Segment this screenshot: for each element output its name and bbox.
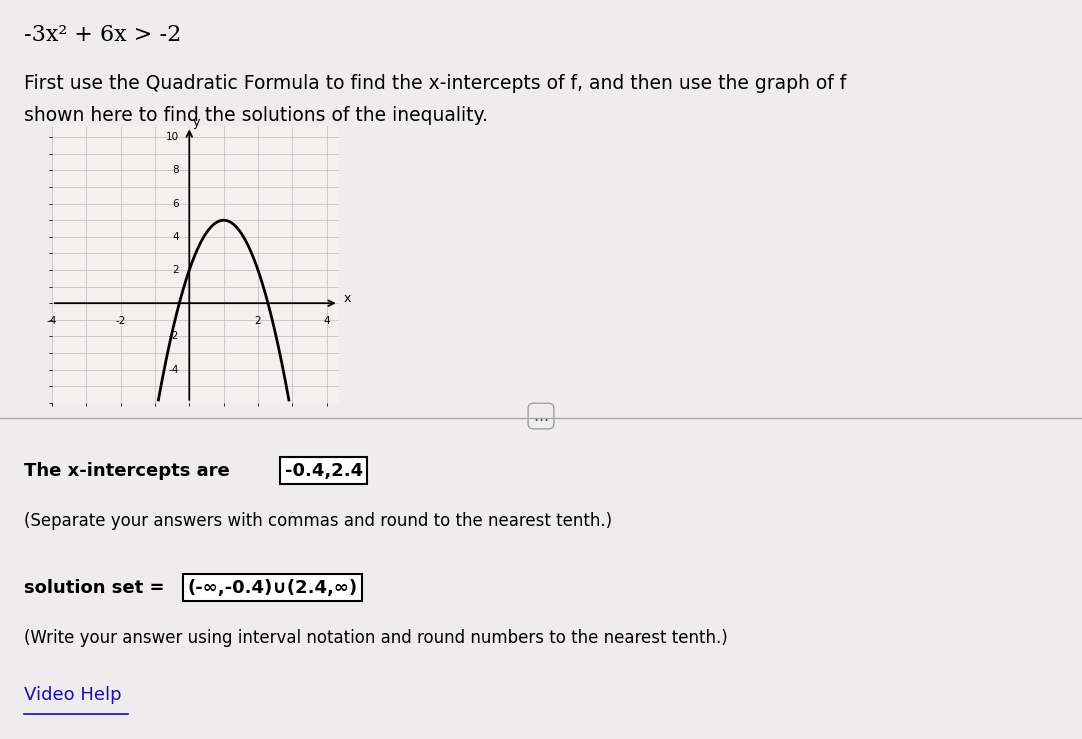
Text: 8: 8 bbox=[172, 166, 179, 175]
Text: -3x² + 6x > -2: -3x² + 6x > -2 bbox=[24, 24, 181, 46]
Text: (Write your answer using interval notation and round numbers to the nearest tent: (Write your answer using interval notati… bbox=[24, 629, 727, 647]
Text: 6: 6 bbox=[172, 199, 179, 208]
Text: 4: 4 bbox=[324, 316, 330, 327]
Text: -4: -4 bbox=[169, 364, 179, 375]
Text: 2: 2 bbox=[254, 316, 261, 327]
Text: x: x bbox=[344, 292, 352, 304]
Text: shown here to find the solutions of the inequality.: shown here to find the solutions of the … bbox=[24, 106, 488, 125]
Text: 2: 2 bbox=[172, 265, 179, 275]
Text: -2: -2 bbox=[116, 316, 126, 327]
Text: …: … bbox=[533, 409, 549, 423]
Text: -0.4,2.4: -0.4,2.4 bbox=[285, 462, 362, 480]
Text: The x-intercepts are: The x-intercepts are bbox=[24, 462, 236, 480]
Text: -2: -2 bbox=[169, 331, 179, 341]
Text: Video Help: Video Help bbox=[24, 686, 121, 704]
Text: (Separate your answers with commas and round to the nearest tenth.): (Separate your answers with commas and r… bbox=[24, 512, 612, 530]
Text: 10: 10 bbox=[166, 132, 179, 142]
Text: 4: 4 bbox=[172, 232, 179, 242]
Text: First use the Quadratic Formula to find the x-intercepts of f, and then use the : First use the Quadratic Formula to find … bbox=[24, 74, 846, 93]
Text: y: y bbox=[193, 116, 200, 129]
Text: solution set =: solution set = bbox=[24, 579, 171, 596]
Text: (-∞,-0.4)∪(2.4,∞): (-∞,-0.4)∪(2.4,∞) bbox=[187, 579, 357, 596]
Text: -4: -4 bbox=[47, 316, 57, 327]
